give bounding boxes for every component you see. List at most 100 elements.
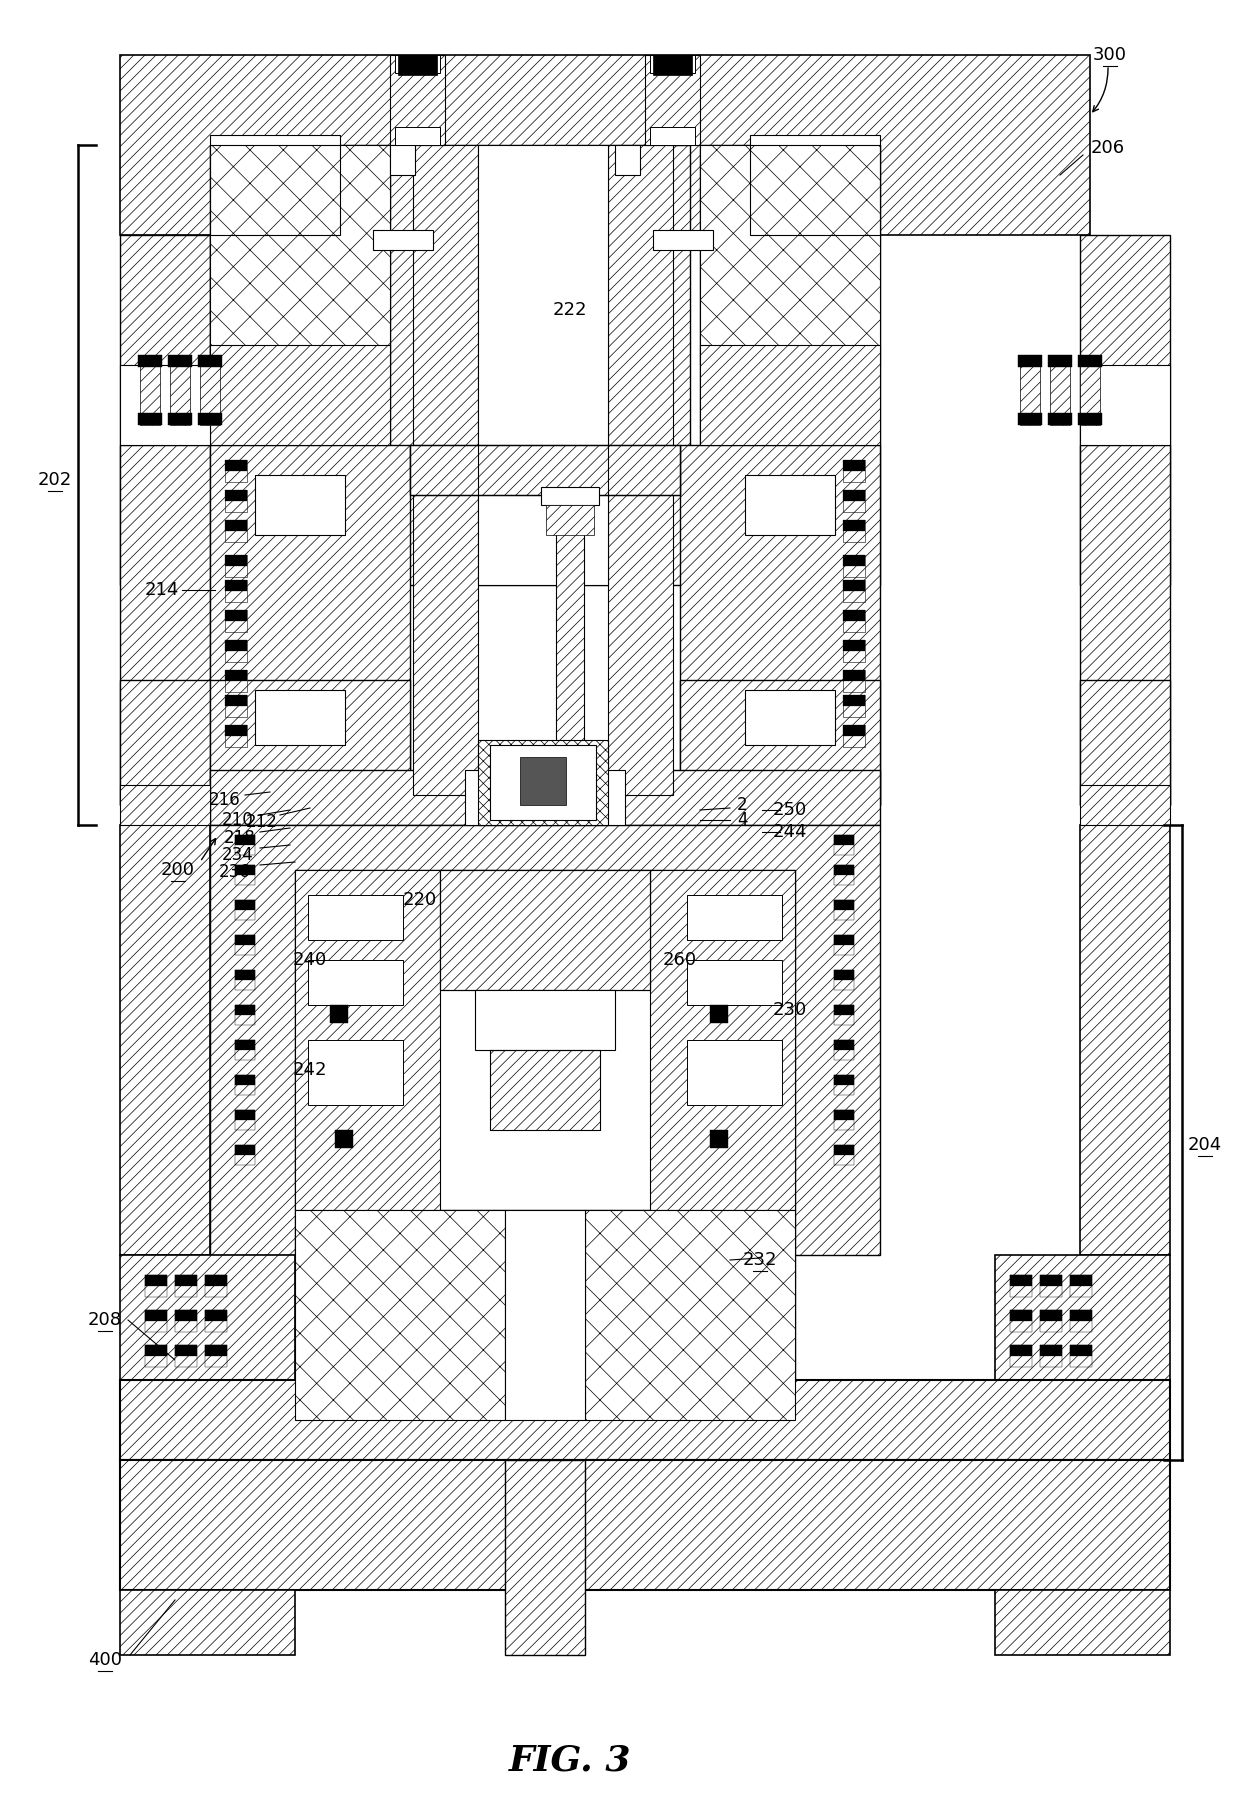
Bar [1048, 413, 1073, 424]
Bar [198, 355, 222, 366]
Bar [138, 355, 162, 366]
Bar [391, 54, 445, 145]
Text: 300: 300 [1092, 45, 1127, 63]
Bar [1048, 355, 1073, 366]
Bar [650, 870, 795, 1209]
Bar [145, 1345, 167, 1367]
Bar [680, 444, 880, 805]
Text: 236: 236 [219, 863, 250, 881]
Bar [843, 609, 866, 622]
Text: 204: 204 [1188, 1137, 1223, 1155]
Bar [396, 127, 440, 145]
Bar [585, 1209, 795, 1420]
Bar [490, 1050, 600, 1129]
Text: 244: 244 [773, 823, 807, 841]
Bar [175, 1345, 197, 1367]
Bar [687, 1041, 782, 1104]
Bar [835, 1004, 854, 1024]
Bar [477, 145, 608, 586]
Text: 230: 230 [773, 1001, 807, 1019]
Bar [1011, 1345, 1032, 1356]
Bar [175, 1275, 197, 1285]
Bar [1070, 1345, 1092, 1367]
Bar [650, 127, 694, 145]
Bar [701, 145, 880, 364]
Bar [175, 1311, 197, 1322]
Bar [843, 609, 866, 633]
Bar [1040, 1345, 1061, 1367]
Bar [205, 1345, 227, 1356]
Bar [200, 355, 219, 424]
Bar [680, 680, 880, 805]
Text: FIG. 3: FIG. 3 [508, 1742, 631, 1777]
Text: 260: 260 [663, 952, 697, 968]
Bar [475, 990, 615, 1050]
Bar [120, 54, 1090, 236]
Bar [236, 1075, 255, 1084]
Bar [1011, 1275, 1032, 1285]
Bar [490, 1050, 600, 1129]
Bar [120, 1380, 1171, 1459]
Bar [1040, 1345, 1061, 1356]
Bar [120, 444, 210, 805]
Bar [255, 691, 345, 745]
Bar [224, 640, 247, 651]
Bar [255, 475, 345, 535]
Bar [210, 145, 391, 364]
Bar [835, 836, 854, 856]
Bar [224, 555, 247, 577]
Bar [843, 461, 866, 471]
Bar [645, 54, 701, 145]
Bar [175, 1311, 197, 1333]
Bar [120, 364, 210, 444]
Bar [687, 961, 782, 1004]
Bar [224, 555, 247, 566]
Bar [224, 461, 247, 471]
Text: 240: 240 [293, 952, 327, 968]
Text: 218: 218 [224, 829, 255, 847]
Bar [843, 640, 866, 651]
Bar [701, 344, 880, 444]
Bar [585, 1209, 795, 1420]
Bar [167, 413, 192, 424]
Bar [224, 694, 247, 716]
Bar [167, 355, 192, 366]
Bar [711, 1004, 728, 1023]
Bar [835, 899, 854, 910]
Bar [120, 1255, 295, 1425]
Bar [224, 671, 247, 682]
Bar [835, 865, 854, 885]
Bar [120, 1590, 295, 1655]
Bar [835, 936, 854, 955]
Bar [1011, 1311, 1032, 1333]
Bar [843, 490, 866, 500]
Bar [1040, 1275, 1061, 1285]
Bar [410, 444, 680, 495]
Bar [994, 1255, 1171, 1425]
Bar [145, 1345, 167, 1356]
Bar [236, 936, 255, 945]
Bar [843, 520, 866, 542]
Bar [477, 145, 608, 586]
Bar [1070, 1275, 1092, 1296]
Bar [1070, 1345, 1092, 1356]
Bar [210, 680, 410, 805]
Bar [120, 236, 210, 586]
Bar [236, 865, 255, 876]
Bar [835, 899, 854, 919]
Bar [236, 1004, 255, 1015]
Text: 400: 400 [88, 1652, 122, 1670]
Bar [236, 836, 255, 856]
Bar [205, 1275, 227, 1285]
Bar [1011, 1275, 1032, 1296]
Text: 4: 4 [737, 810, 748, 829]
Bar [145, 1275, 167, 1296]
Bar [391, 145, 415, 176]
Bar [224, 580, 247, 602]
Bar [615, 145, 640, 176]
Bar [413, 145, 477, 794]
Bar [1011, 1311, 1032, 1322]
Bar [236, 1004, 255, 1024]
Bar [236, 970, 255, 981]
Text: 232: 232 [743, 1251, 777, 1269]
